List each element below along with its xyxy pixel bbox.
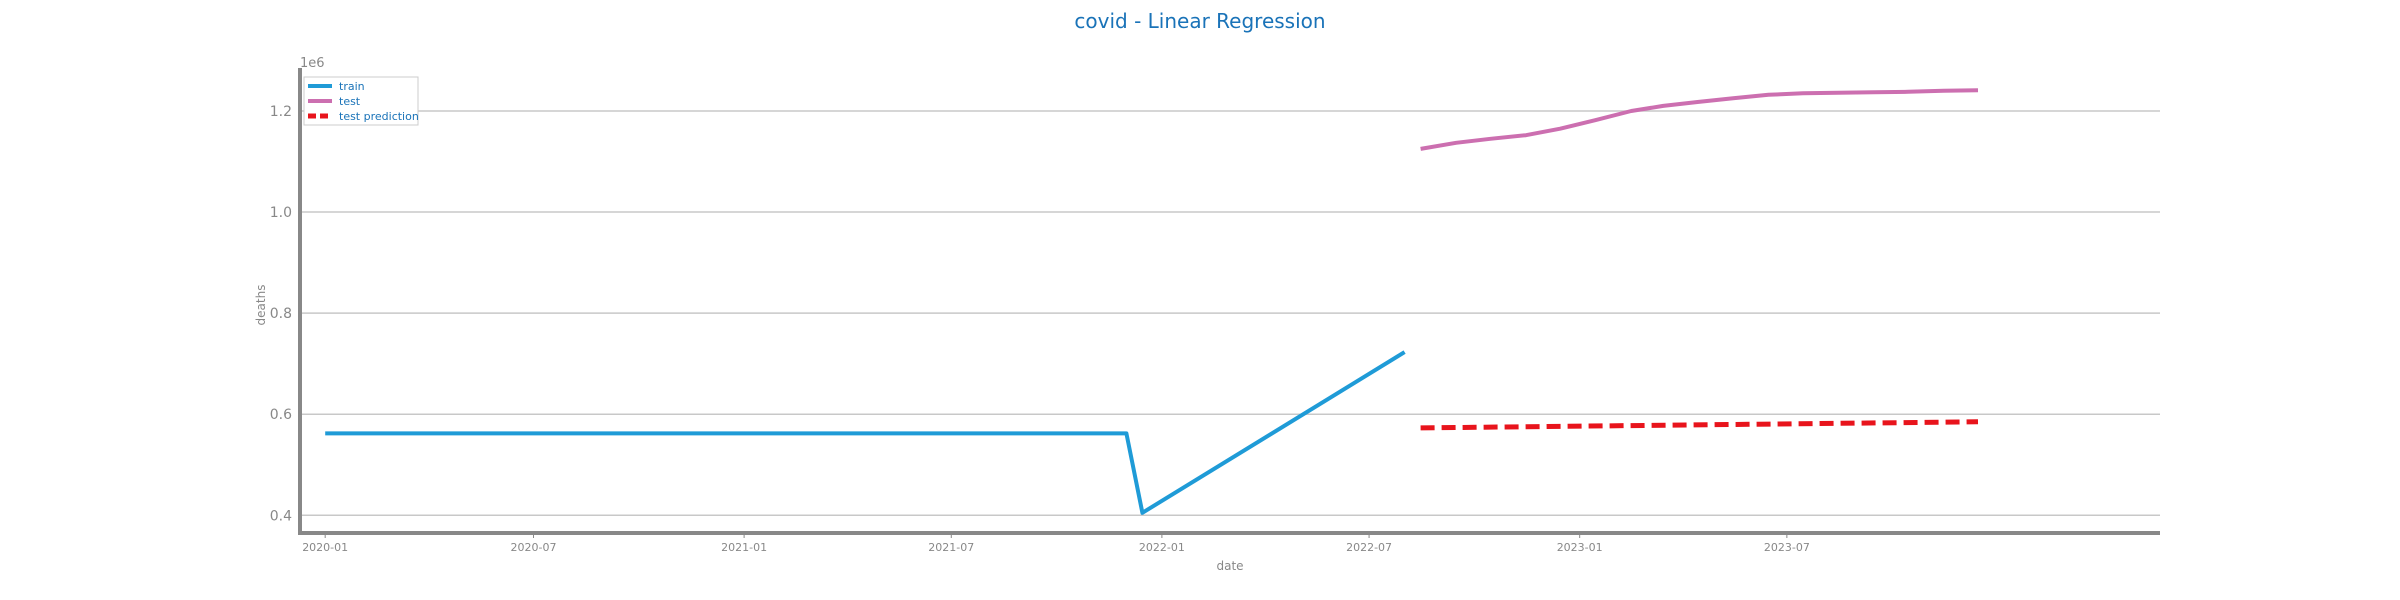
- x-tick-label: 2021-07: [928, 541, 974, 554]
- x-tick-label: 2020-01: [302, 541, 348, 554]
- y-tick-label: 0.6: [270, 407, 292, 423]
- gridlines: [300, 110, 2160, 517]
- legend: train test test prediction: [303, 76, 419, 126]
- x-tick-label: 2021-01: [721, 541, 767, 554]
- x-tick-label: 2022-01: [1139, 541, 1185, 554]
- x-tick-label: 2023-01: [1557, 541, 1603, 554]
- x-tick-label: 2023-07: [1764, 541, 1810, 554]
- chart-title: covid - Linear Regression: [1074, 9, 1325, 33]
- legend-label-test-prediction: test prediction: [339, 110, 419, 123]
- legend-label-test: test: [339, 95, 361, 108]
- legend-entry-train: train: [308, 80, 365, 93]
- axes: 0.4 0.6 0.8 1.0 1.2 2020-01 2020-07 2021-01 2021…: [270, 68, 2160, 554]
- y-tick-label: 0.8: [270, 306, 292, 322]
- series-line-test-prediction: [1420, 419, 1979, 431]
- legend-entry-test-prediction: test prediction: [308, 110, 419, 123]
- y-axis-label: deaths: [254, 285, 268, 326]
- x-tick-label: 2020-07: [511, 541, 557, 554]
- series-line-test: [1420, 88, 1979, 151]
- series-line-train: [325, 350, 1406, 515]
- x-axis-label: date: [1216, 559, 1243, 573]
- legend-label-train: train: [339, 80, 365, 93]
- legend-entry-test: test: [308, 95, 361, 108]
- series-lines: [325, 88, 1979, 515]
- y-scale-label: 1e6: [300, 56, 325, 71]
- y-tick-label: 1.0: [270, 205, 292, 221]
- y-tick-label: 1.2: [270, 104, 292, 120]
- x-tick-label: 2022-07: [1346, 541, 1392, 554]
- y-tick-label: 0.4: [270, 508, 292, 524]
